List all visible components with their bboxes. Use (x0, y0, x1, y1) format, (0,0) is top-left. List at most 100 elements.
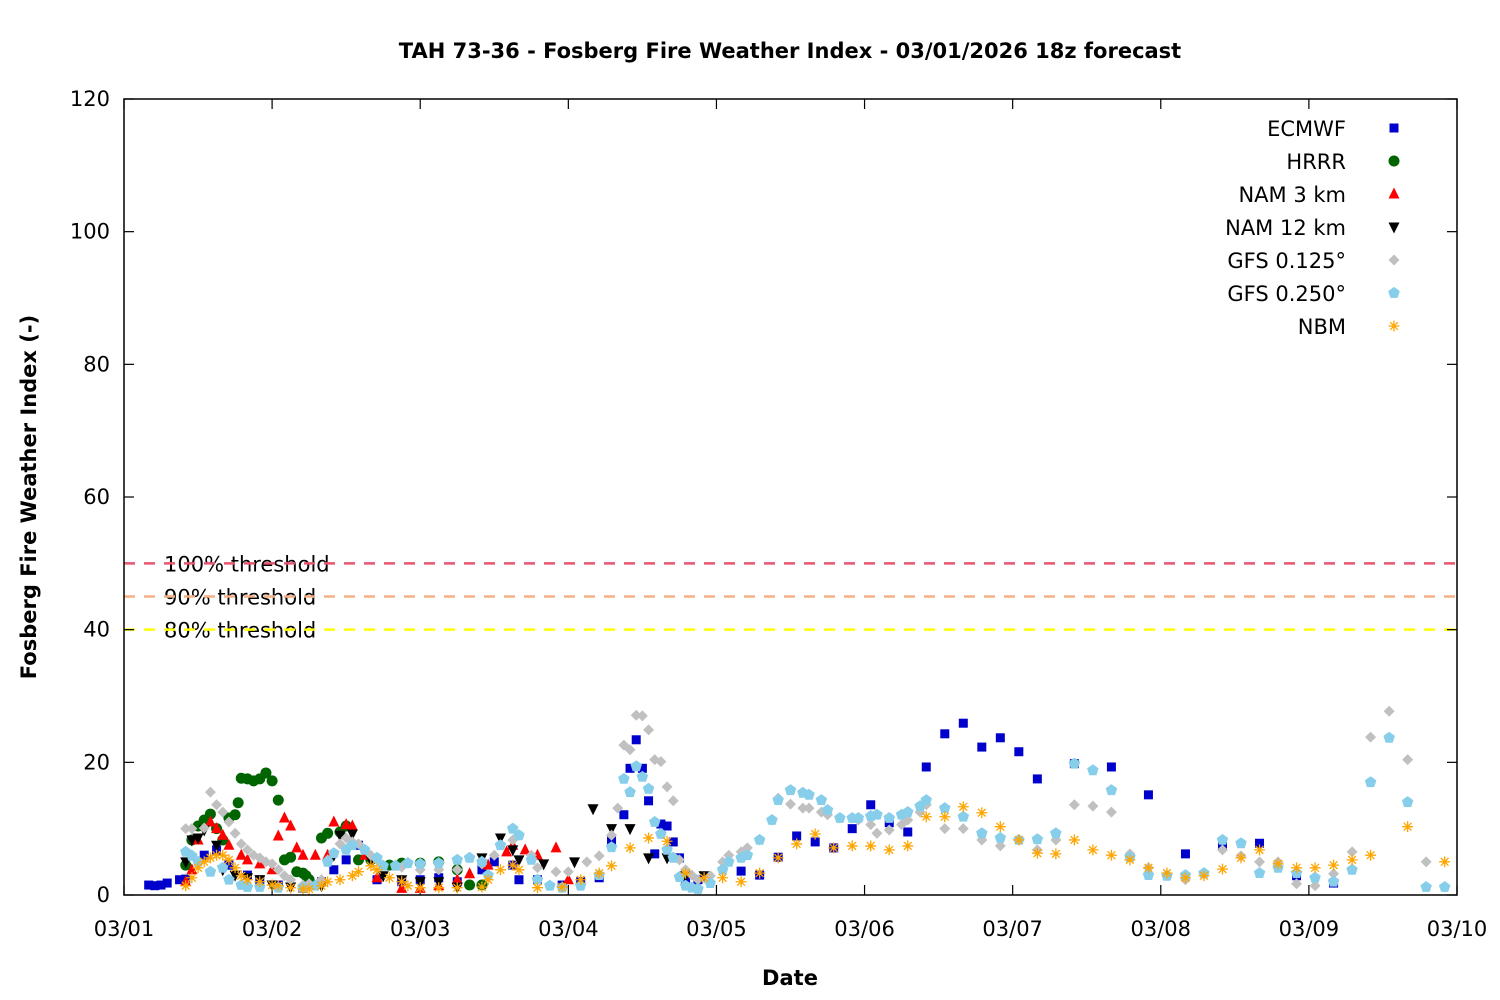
data-point-ecmwf (662, 821, 672, 831)
data-point-nam-3-km (291, 841, 303, 853)
data-point-gfs-0-250 (507, 822, 519, 834)
data-point-nam-3-km (371, 871, 383, 883)
x-tick-label: 03/09 (1279, 917, 1340, 941)
data-point-gfs-0-250 (784, 784, 797, 796)
data-point-ecmwf (644, 796, 654, 806)
data-point-gfs-0-125 (957, 823, 969, 835)
data-point-gfs-0-125 (871, 827, 883, 839)
data-point-nam-12-km (494, 833, 506, 845)
data-point-gfs-0-250 (217, 861, 229, 873)
data-point-nbm (396, 876, 408, 888)
data-point-gfs-0-250 (371, 851, 383, 863)
data-point-nam-3-km (235, 848, 247, 860)
data-point-gfs-0-250 (1068, 757, 1081, 769)
data-point-nbm (1142, 862, 1154, 874)
data-point-gfs-0-125 (186, 823, 198, 835)
data-point-nbm (303, 883, 315, 895)
data-point-gfs-0-250 (1327, 875, 1340, 887)
data-point-gfs-0-250 (852, 812, 865, 823)
data-point-nam-12-km (643, 853, 655, 865)
data-point-gfs-0-250 (772, 794, 784, 805)
data-point-ecmwf (903, 827, 913, 837)
data-point-nbm (698, 872, 710, 884)
data-point-nam-3-km (451, 873, 463, 885)
data-point-gfs-0-250 (1105, 784, 1118, 796)
data-point-gfs-0-125 (1328, 868, 1340, 880)
data-point-gfs-0-250 (902, 806, 914, 817)
data-point-nbm (1402, 821, 1414, 833)
data-point-nbm (241, 874, 253, 886)
data-point-gfs-0-250 (513, 829, 525, 841)
y-tick-label: 0 (97, 883, 110, 907)
data-point-gfs-0-250 (544, 879, 556, 891)
data-point-nbm (994, 821, 1006, 833)
data-point-gfs-0-125 (939, 823, 951, 835)
data-point-nbm (371, 864, 383, 876)
data-point-gfs-0-125 (1254, 856, 1266, 868)
x-tick-label: 03/03 (390, 917, 451, 941)
legend-label: NAM 3 km (1238, 183, 1346, 207)
data-point-gfs-0-125 (1291, 878, 1303, 890)
data-point-nbm (346, 870, 358, 882)
data-point-ecmwf (958, 718, 968, 728)
legend-label: GFS 0.125° (1227, 249, 1346, 273)
data-point-gfs-0-250 (346, 839, 359, 851)
data-point-gfs-0-250 (321, 855, 334, 867)
legend-marker-nbm (1388, 320, 1400, 332)
data-point-gfs-0-125 (606, 829, 618, 841)
data-point-nam-12-km (587, 804, 599, 816)
data-point-nam-12-km (186, 835, 198, 847)
data-point-gfs-0-250 (1383, 731, 1395, 743)
data-point-gfs-0-250 (741, 849, 754, 861)
data-point-nbm (272, 880, 284, 892)
data-point-nbm (1235, 852, 1247, 864)
data-point-ecmwf (736, 866, 746, 876)
data-point-ecmwf (150, 881, 160, 891)
data-point-nam-3-km (550, 841, 562, 853)
data-point-gfs-0-250 (834, 812, 846, 823)
data-point-gfs-0-250 (223, 873, 235, 885)
data-point-nbm (254, 876, 266, 888)
data-point-ecmwf (477, 865, 487, 875)
data-point-nbm (976, 807, 988, 819)
data-point-gfs-0-125 (223, 816, 235, 828)
data-point-gfs-0-250 (618, 772, 630, 784)
data-point-nbm (235, 870, 247, 882)
data-point-gfs-0-250 (402, 857, 414, 869)
data-point-gfs-0-250 (815, 794, 828, 805)
data-point-nbm (186, 872, 198, 884)
data-point-nam-3-km (501, 845, 513, 857)
data-point-gfs-0-250 (1142, 869, 1155, 880)
data-point-nam-12-km (569, 857, 581, 869)
x-tick-label: 03/02 (242, 917, 303, 941)
data-point-nbm (383, 872, 395, 884)
x-tick-label: 03/08 (1131, 917, 1192, 941)
data-point-gfs-0-250 (414, 857, 426, 869)
data-point-gfs-0-250 (723, 855, 735, 867)
data-point-nbm (1254, 844, 1266, 856)
data-point-gfs-0-250 (605, 841, 618, 853)
data-point-gfs-0-250 (186, 849, 198, 861)
data-point-ecmwf (144, 880, 154, 890)
data-point-gfs-0-125 (531, 862, 543, 874)
data-point-nam-3-km (204, 815, 216, 827)
data-point-ecmwf (847, 824, 857, 834)
data-point-gfs-0-250 (433, 857, 445, 869)
data-point-gfs-0-250 (642, 782, 655, 794)
x-tick-label: 03/05 (686, 917, 747, 941)
data-point-nbm (643, 832, 655, 844)
data-point-nam-3-km (396, 881, 408, 893)
data-point-nbm (334, 874, 346, 886)
data-point-ecmwf (921, 762, 931, 772)
data-point-hrrr (229, 809, 241, 821)
data-point-nam-3-km (241, 853, 253, 865)
y-tick-label: 100 (70, 220, 110, 244)
data-point-nbm (1198, 870, 1210, 882)
data-point-ecmwf (810, 837, 820, 847)
data-point-ecmwf (156, 880, 166, 890)
data-point-gfs-0-125 (581, 856, 593, 868)
data-point-gfs-0-125 (1087, 800, 1099, 812)
data-point-nbm (593, 867, 605, 879)
data-point-gfs-0-125 (488, 849, 500, 861)
